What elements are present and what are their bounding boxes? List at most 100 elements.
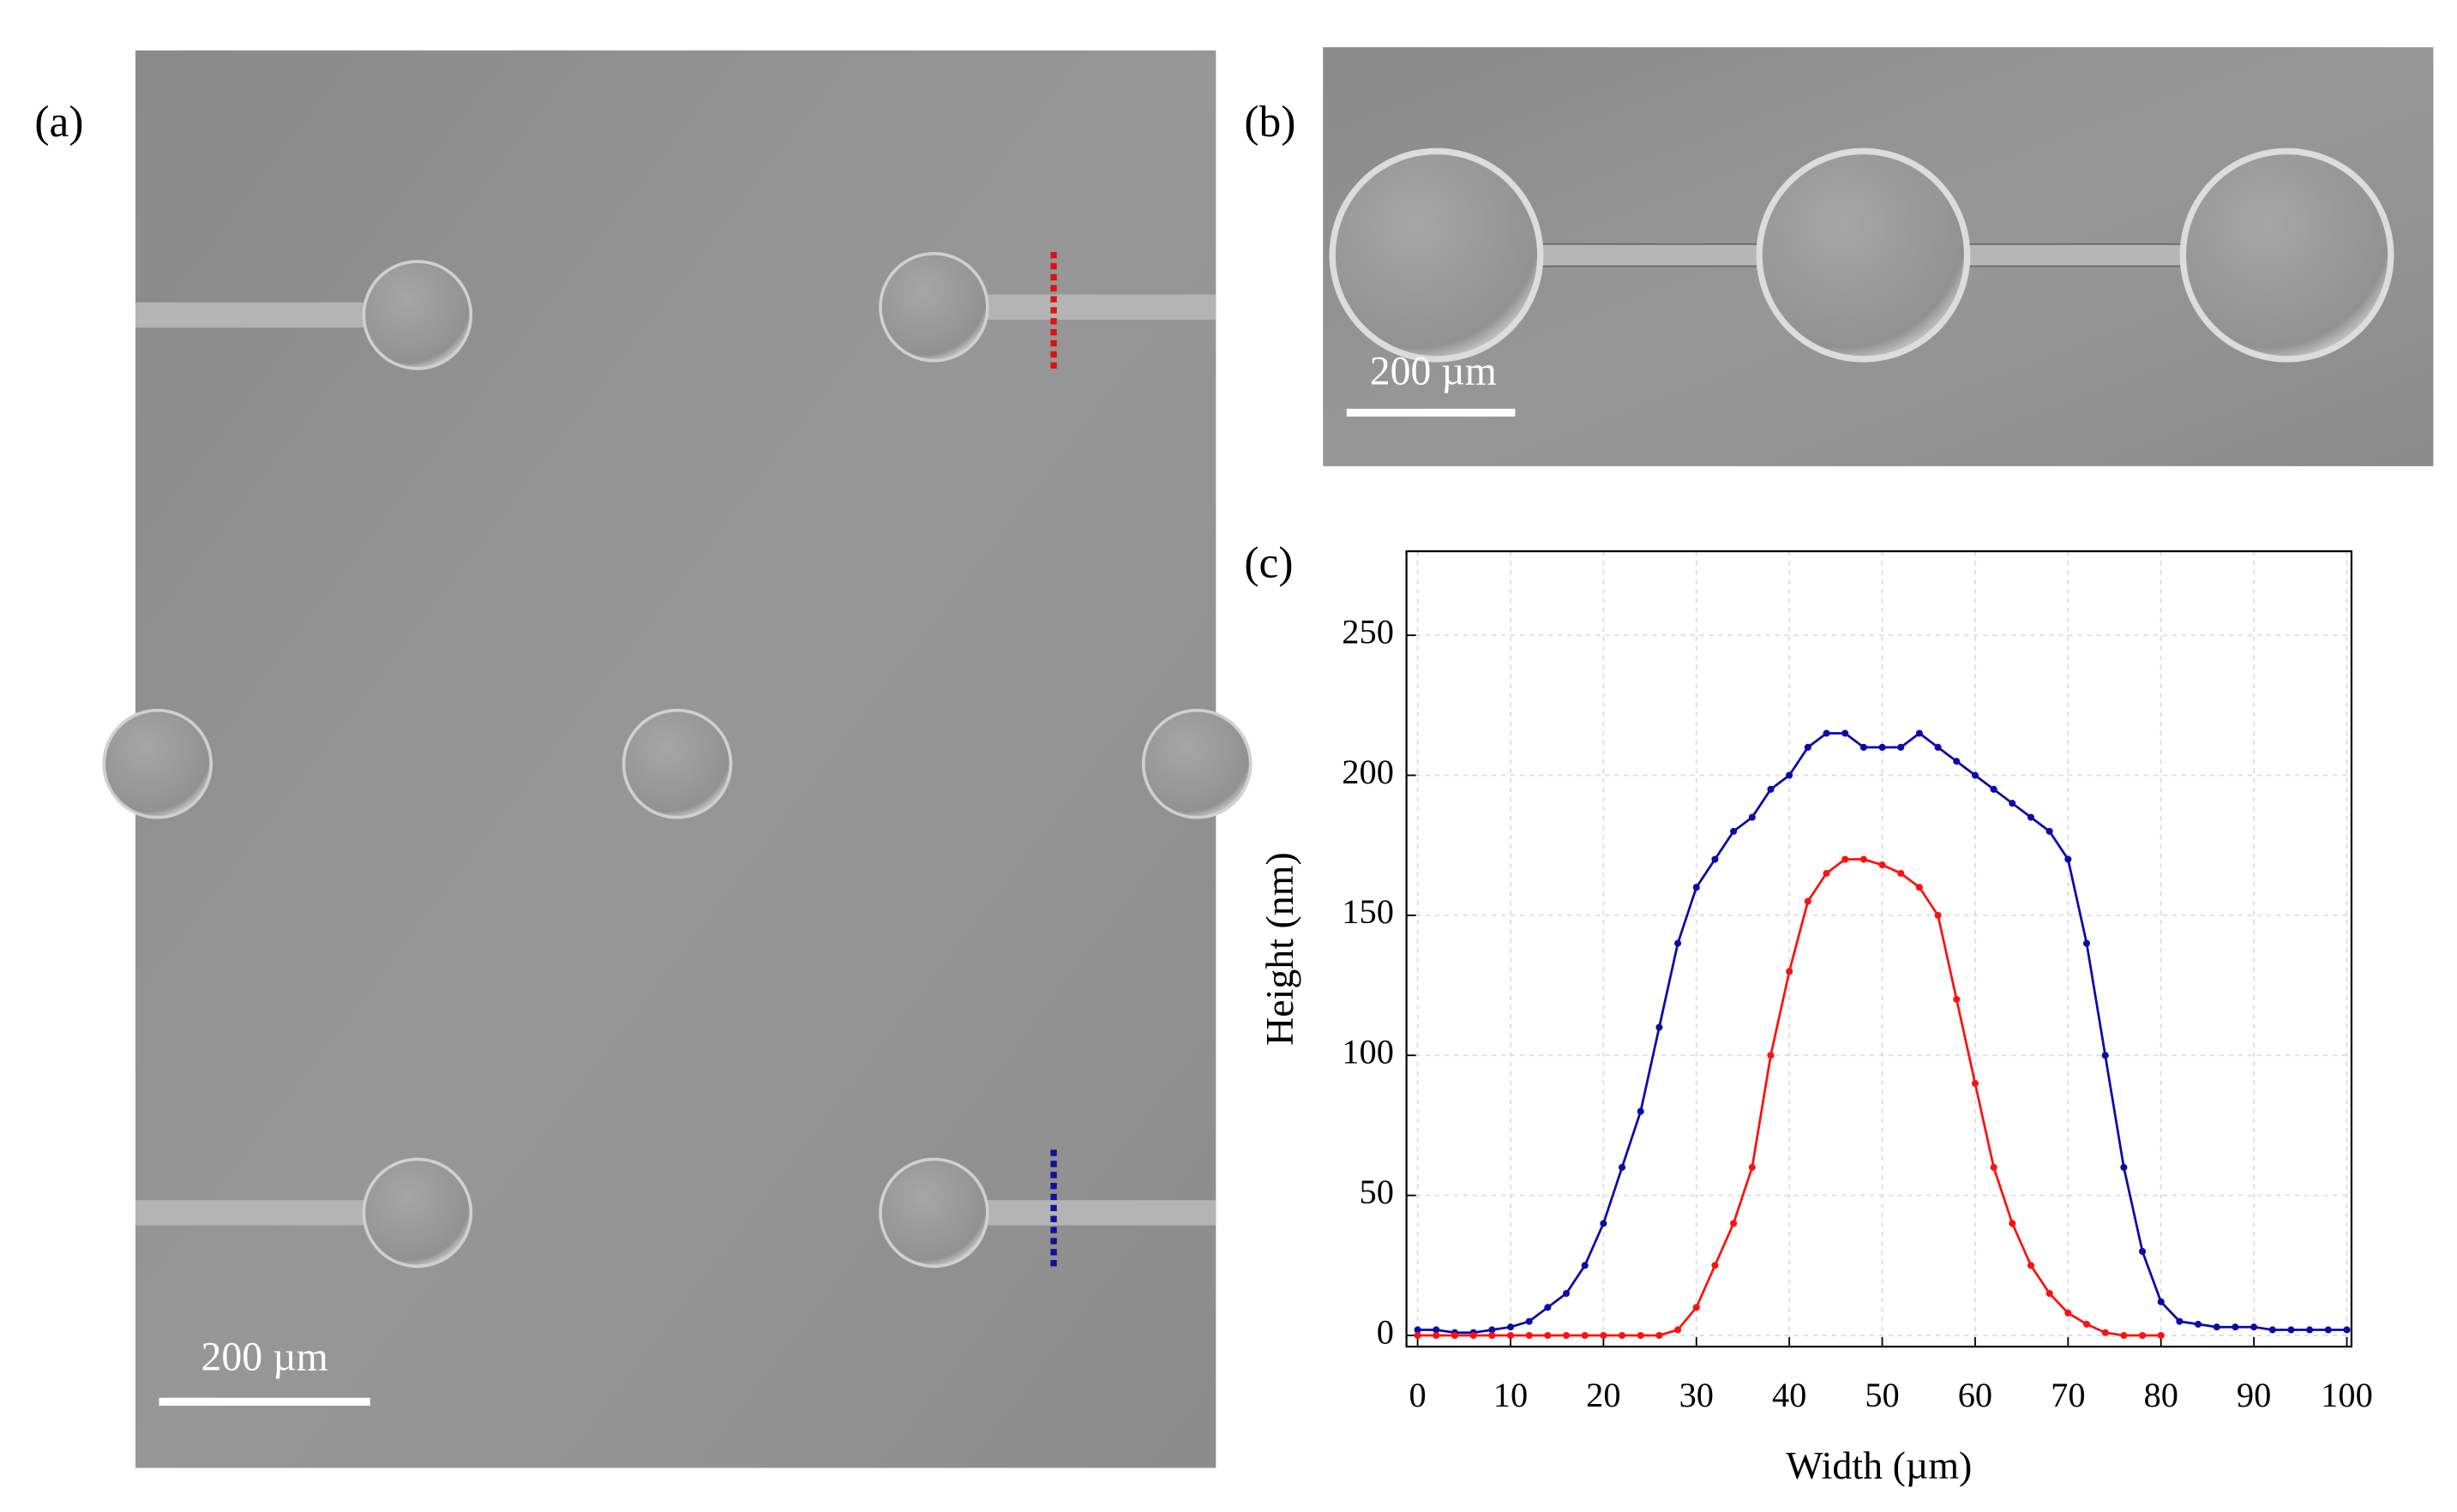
chart: 0 10 20 30 40 50 60 70 80 90 100 0 50 100 150 200 250 Wid… — [1258, 550, 2373, 1487]
y-tick-label: 250 — [1342, 612, 1394, 651]
data-point — [2045, 827, 2053, 835]
data-point — [1433, 1331, 1440, 1340]
data-point — [1730, 827, 1738, 835]
data-point — [1711, 1262, 1719, 1269]
data-point — [1637, 1107, 1644, 1115]
data-point — [1581, 1262, 1589, 1269]
data-point — [1711, 855, 1719, 863]
data-point — [1655, 1331, 1663, 1340]
data-point — [1544, 1304, 1552, 1311]
data-point — [1451, 1331, 1459, 1340]
data-point — [2287, 1326, 2295, 1334]
data-point — [1990, 785, 1997, 793]
scale-bar-label: 200 µm — [201, 1335, 328, 1380]
data-point — [1748, 1163, 1756, 1171]
data-point — [2009, 1220, 2016, 1227]
data-point — [1544, 1331, 1552, 1340]
x-tick-label: 80 — [2144, 1376, 2178, 1414]
data-point — [1600, 1331, 1607, 1340]
data-point — [1488, 1326, 1496, 1334]
data-point — [1804, 743, 1811, 751]
data-point — [2268, 1326, 2276, 1334]
data-point — [1990, 1163, 1997, 1171]
data-point — [1581, 1331, 1589, 1340]
data-point — [1915, 884, 1923, 891]
data-point — [1953, 758, 1961, 765]
data-point — [1730, 1220, 1738, 1227]
data-point — [1823, 869, 1830, 877]
data-point — [2213, 1323, 2220, 1331]
data-point — [2082, 1320, 2091, 1328]
data-point — [2232, 1323, 2239, 1331]
x-tick-label: 60 — [1958, 1376, 1992, 1414]
data-point — [1748, 813, 1756, 821]
data-point — [2082, 939, 2091, 947]
data-point — [2324, 1326, 2332, 1334]
data-point — [2343, 1326, 2351, 1334]
data-point — [1971, 771, 1979, 779]
data-point — [1897, 869, 1905, 877]
data-point — [1562, 1289, 1571, 1298]
data-point — [1619, 1163, 1626, 1171]
micrograph-a — [102, 50, 1253, 1468]
data-point — [2101, 1329, 2109, 1336]
panel-label: (c) — [1244, 538, 1293, 587]
panel-label: (a) — [34, 98, 83, 147]
data-point — [1433, 1326, 1440, 1334]
data-point — [1767, 785, 1775, 793]
data-point — [1859, 855, 1867, 863]
plot-frame — [1405, 550, 2353, 1348]
data-point — [1414, 1326, 1421, 1334]
data-point — [2027, 1262, 2035, 1269]
data-point — [1600, 1220, 1607, 1227]
y-tick-label: 100 — [1342, 1033, 1394, 1071]
x-tick-label: 30 — [1679, 1376, 1714, 1414]
data-point — [1786, 771, 1793, 779]
y-axis-label: Height (nm) — [1258, 852, 1301, 1046]
data-point — [1823, 729, 1830, 737]
data-point — [2120, 1163, 2128, 1171]
micrograph-b — [1323, 47, 2434, 466]
data-point — [1637, 1331, 1644, 1340]
data-point — [1506, 1323, 1515, 1331]
data-point — [1692, 884, 1700, 891]
data-point — [1674, 939, 1682, 947]
data-point — [1878, 743, 1886, 751]
data-point — [1655, 1023, 1663, 1031]
data-point — [1469, 1331, 1477, 1340]
data-point — [2045, 1289, 2053, 1298]
data-point — [1953, 995, 1961, 1003]
data-point — [2120, 1331, 2128, 1340]
data-point — [1971, 1079, 1979, 1087]
x-axis-label: Width (µm) — [1786, 1443, 1972, 1487]
scale-bar-label: 200 µm — [1370, 348, 1497, 393]
data-point — [2101, 1052, 2109, 1059]
y-tick-label: 200 — [1342, 753, 1394, 791]
data-point — [1804, 897, 1811, 905]
data-point — [1767, 1052, 1775, 1059]
y-tick-label: 50 — [1360, 1173, 1394, 1211]
x-tick-label: 40 — [1772, 1376, 1806, 1414]
panel-label: (b) — [1244, 98, 1295, 147]
data-point — [1859, 743, 1867, 751]
data-point — [1525, 1331, 1533, 1340]
data-point — [1414, 1331, 1421, 1340]
data-point — [2138, 1331, 2147, 1340]
data-point — [1525, 1317, 1533, 1325]
x-tick-label: 90 — [2237, 1376, 2271, 1414]
data-point — [2064, 855, 2072, 863]
data-point — [2027, 813, 2035, 821]
x-tick-label: 0 — [1409, 1376, 1427, 1414]
data-point — [1562, 1331, 1571, 1340]
y-tick-label: 150 — [1342, 892, 1394, 931]
data-point — [2138, 1247, 2147, 1256]
data-point — [2157, 1298, 2165, 1305]
data-point — [1934, 743, 1942, 751]
data-point — [1692, 1304, 1700, 1311]
x-tick-label: 50 — [1865, 1376, 1899, 1414]
data-point — [1841, 729, 1849, 737]
data-point — [1878, 861, 1886, 869]
data-point — [1506, 1331, 1515, 1340]
data-point — [1934, 911, 1942, 919]
